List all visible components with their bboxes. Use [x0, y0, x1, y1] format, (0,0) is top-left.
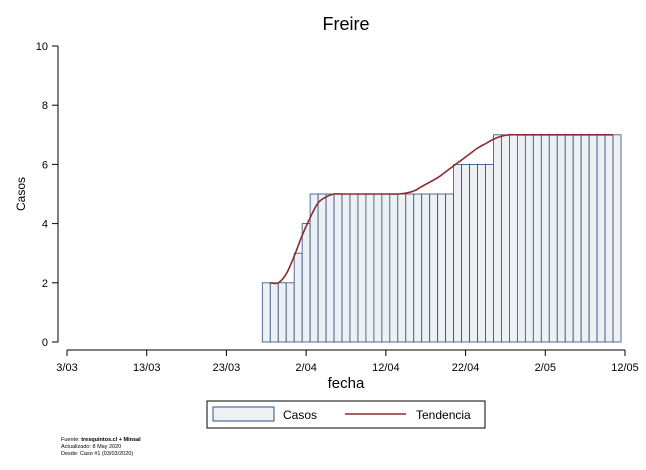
bar: [485, 163, 494, 343]
x-tick-label: 2/05: [535, 362, 556, 374]
y-tick-label: 4: [42, 219, 48, 231]
bar: [501, 134, 510, 343]
bar: [325, 193, 335, 343]
legend: Casos Tendencia: [206, 400, 486, 429]
bar: [381, 193, 391, 343]
trend-line: [270, 133, 614, 285]
bar: [341, 193, 351, 343]
legend-casos-label: Casos: [283, 408, 317, 422]
y-ticks: 0 2 4 6 8 10: [36, 41, 58, 349]
bar: [293, 252, 303, 343]
bar: [389, 193, 399, 343]
bar: [461, 163, 470, 343]
bar: [429, 193, 439, 343]
y-axis-label: Casos: [14, 177, 28, 211]
x-tick-label: 13/03: [133, 362, 161, 374]
bar: [580, 134, 590, 343]
y-tick-label: 6: [42, 159, 48, 171]
x-axis-label: fecha: [328, 375, 365, 392]
x-tick-label: 22/04: [452, 362, 480, 374]
bar: [556, 134, 566, 343]
bar: [564, 134, 574, 343]
legend-casos-swatch: [212, 406, 275, 422]
bar: [365, 193, 375, 343]
y-tick-label: 8: [42, 100, 48, 112]
updated-line: Actualizado: 8 May 2020: [61, 444, 121, 450]
bar: [604, 134, 614, 343]
bar: [261, 282, 271, 343]
source-line: Fuente: tresquintos.cl + Minsal: [61, 437, 141, 443]
y-tick-label: 2: [42, 278, 48, 290]
legend-tendencia-label: Tendencia: [416, 408, 471, 422]
bar: [333, 193, 343, 343]
bar: [532, 134, 542, 343]
bar: [588, 134, 598, 343]
since-line: Desde: Caso #1 (03/03/2020): [61, 451, 133, 457]
bar: [572, 134, 582, 343]
bar: [269, 282, 279, 343]
source-label: Fuente:: [61, 437, 81, 443]
bar: [596, 134, 606, 343]
x-tick-label: 12/04: [372, 362, 400, 374]
x-tick-label: 3/03: [56, 362, 77, 374]
bar: [301, 223, 311, 343]
y-tick-label: 0: [42, 337, 48, 349]
bar: [373, 193, 383, 343]
bar: [285, 282, 295, 343]
bar: [445, 193, 455, 343]
bar: [357, 193, 367, 343]
chart-title: Freire: [322, 14, 369, 34]
bar: [612, 134, 622, 343]
source-note: Fuente: tresquintos.cl + Minsal Actualiz…: [61, 437, 141, 457]
bar: [421, 193, 431, 343]
bar: [349, 193, 359, 343]
bar: [277, 282, 287, 343]
bar: [317, 193, 327, 343]
x-tick-label: 12/05: [611, 362, 639, 374]
bar: [548, 134, 558, 343]
x-ticks: 3/03 13/03 23/03 2/04 12/04 22/04 2/05 12/05: [56, 350, 639, 374]
bar: [477, 163, 486, 343]
bar: [453, 163, 462, 343]
bar: [397, 193, 407, 343]
bar: [516, 134, 526, 343]
bars: [261, 134, 622, 343]
bar: [493, 134, 502, 343]
bar: [413, 193, 423, 343]
bar: [540, 134, 550, 343]
x-tick-label: 23/03: [213, 362, 241, 374]
bar: [405, 193, 415, 343]
bar: [524, 134, 534, 343]
source-value: tresquintos.cl + Minsal: [81, 437, 141, 443]
y-tick-label: 10: [36, 41, 48, 53]
bar: [509, 134, 518, 343]
x-tick-label: 2/04: [295, 362, 316, 374]
bar: [437, 193, 447, 343]
bar: [469, 163, 478, 343]
